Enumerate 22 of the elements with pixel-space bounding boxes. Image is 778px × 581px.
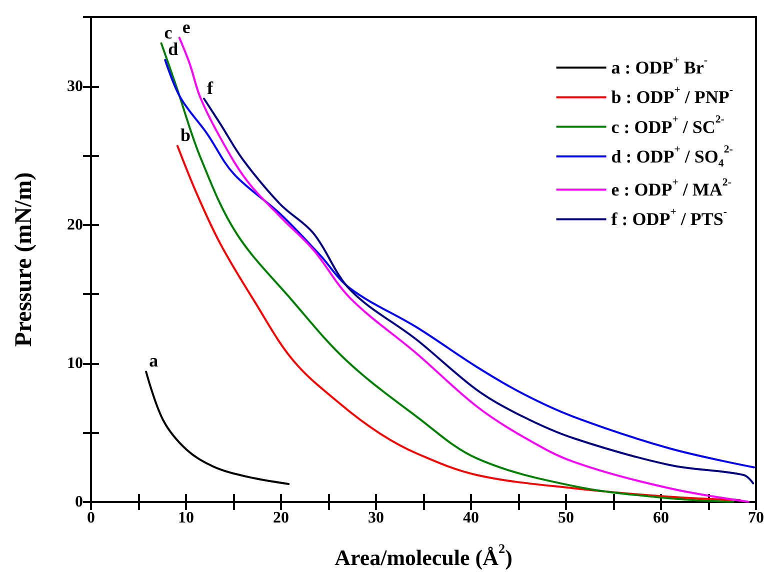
y-tick-label: 0 xyxy=(75,494,83,510)
legend-label: a : ODP+ Br- xyxy=(611,54,708,78)
y-tick-label: 30 xyxy=(67,78,83,95)
x-tick-label: 60 xyxy=(653,510,669,526)
x-tick-label: 50 xyxy=(558,510,574,526)
x-tick-label: 70 xyxy=(748,510,764,526)
line-series xyxy=(145,370,290,485)
x-tick-label: 0 xyxy=(87,510,95,526)
x-tick-label: 30 xyxy=(368,510,384,526)
y-axis-title: Pressure (mN/m) xyxy=(11,172,38,347)
y-tick-label: 10 xyxy=(67,354,83,372)
line-series xyxy=(176,144,741,502)
y-tick-label: 20 xyxy=(67,216,83,234)
legend-label: f : ODP+ / PTS- xyxy=(611,206,728,230)
annotation: a xyxy=(149,350,158,371)
annotation: b xyxy=(180,124,190,145)
legend-label: b : ODP+ / PNP- xyxy=(611,84,734,108)
annotation: e xyxy=(182,16,190,37)
annotation: f xyxy=(207,78,214,98)
x-tick-label: 20 xyxy=(273,510,289,526)
x-tick-label: 10 xyxy=(178,510,194,526)
x-tick-label: 40 xyxy=(463,510,479,526)
